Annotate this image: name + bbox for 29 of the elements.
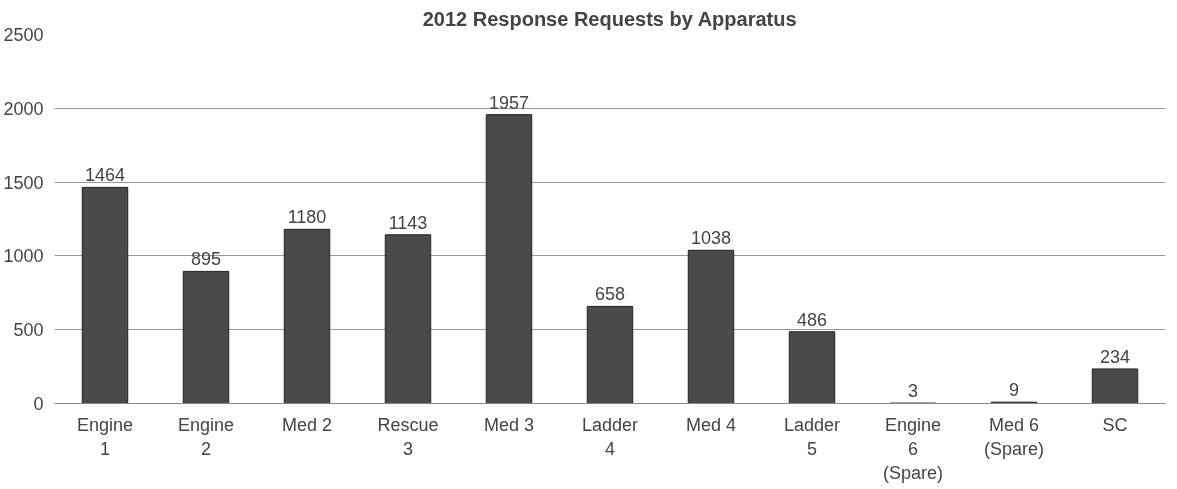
x-tick-label: Rescue 3 [377,414,439,459]
data-label: 1464 [84,165,126,186]
x-tick-label: Ladder 4 [581,414,639,459]
x-tick-label: Ladder 5 [783,414,841,459]
y-tick-label: 2500 [3,25,44,45]
y-tick-label: 1500 [3,172,44,193]
x-tick-label: SC [1102,414,1128,435]
x-tick-label: Med 4 [685,414,737,435]
data-label: 1957 [488,92,530,113]
x-tick-label: Med 6 (Spare) [983,414,1045,459]
data-label: 3 [907,381,919,402]
y-tick-label: 1000 [3,246,44,267]
data-label: 1038 [690,228,732,249]
chart-title: 2012 Response Requests by Apparatus [422,7,797,30]
x-tick-label: Med 3 [483,414,535,435]
x-tick-label: Engine 2 [177,414,235,459]
data-label: 234 [1099,346,1131,367]
data-label: 895 [190,249,222,270]
x-tick-label: Engine 6 (Spare) [882,414,944,483]
y-tick-label: 500 [13,320,44,341]
data-label: 658 [594,284,626,305]
data-label: 9 [1008,380,1020,401]
data-label: 1180 [287,207,327,228]
y-tick-label: 2000 [3,98,44,119]
x-tick-label: Med 2 [281,414,333,435]
x-tick-label: Engine 1 [76,414,134,459]
y-tick-label: 0 [33,394,44,414]
data-label: 1143 [388,212,428,233]
data-label: 486 [796,309,828,330]
